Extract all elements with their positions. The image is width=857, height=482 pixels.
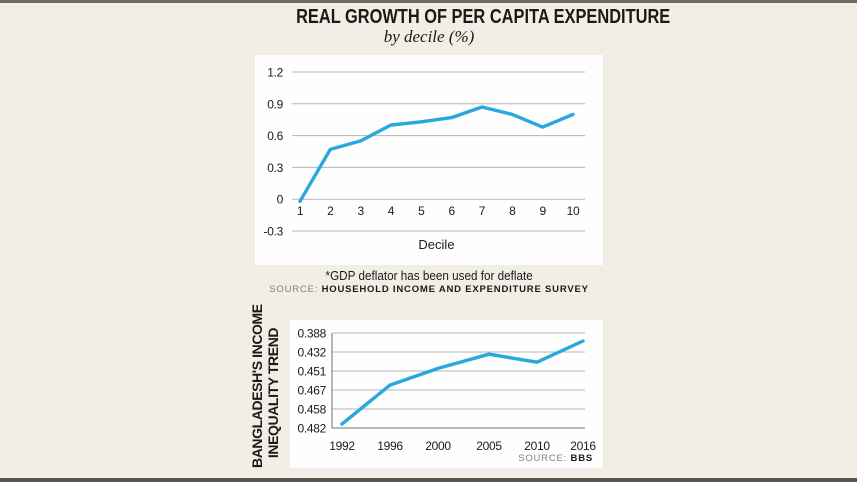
svg-text:0.432: 0.432 bbox=[297, 346, 326, 360]
svg-text:0.458: 0.458 bbox=[297, 403, 326, 417]
page-subtitle: by decile (%) bbox=[383, 27, 475, 46]
svg-text:2: 2 bbox=[327, 204, 334, 218]
inequality-chart-title: BANGLADESH'S INCOME INEQUALITY TREND bbox=[249, 304, 287, 468]
source-label: SOURCE: bbox=[269, 284, 319, 295]
page-title: REAL GROWTH OF PER CAPITA EXPENDITURE bbox=[255, 6, 670, 29]
source-label: SOURCE: bbox=[518, 453, 568, 464]
svg-text:0.9: 0.9 bbox=[267, 97, 283, 111]
inequality-chart-title-line1: BANGLADESH'S INCOME bbox=[249, 304, 265, 468]
svg-text:0.482: 0.482 bbox=[297, 422, 326, 436]
svg-text:3: 3 bbox=[357, 204, 364, 218]
svg-text:7: 7 bbox=[479, 204, 486, 218]
svg-text:0.388: 0.388 bbox=[297, 327, 326, 341]
svg-text:1992: 1992 bbox=[329, 439, 355, 453]
inequality-chart-title-line2: INEQUALITY TREND bbox=[265, 327, 282, 459]
source-text: BBS bbox=[570, 453, 593, 464]
chart-note-text: *GDP deflator has been used for deflate bbox=[325, 268, 533, 283]
svg-text:0.3: 0.3 bbox=[267, 161, 283, 175]
svg-text:6: 6 bbox=[448, 204, 455, 218]
bottom-edge-bar bbox=[0, 478, 857, 482]
top-edge-bar bbox=[0, 0, 857, 3]
inequality-chart-side-label-wrap: BANGLADESH'S INCOME INEQUALITY TREND bbox=[249, 304, 289, 468]
svg-text:1996: 1996 bbox=[377, 439, 403, 453]
svg-text:2010: 2010 bbox=[524, 439, 550, 453]
chart-note: *GDP deflator has been used for deflate bbox=[255, 268, 603, 283]
svg-text:1: 1 bbox=[297, 204, 304, 218]
svg-text:2000: 2000 bbox=[425, 439, 451, 453]
svg-text:Decile: Decile bbox=[418, 237, 454, 252]
svg-text:9: 9 bbox=[539, 204, 546, 218]
svg-text:2005: 2005 bbox=[476, 439, 502, 453]
decile-chart-source: SOURCE: HOUSEHOLD INCOME AND EXPENDITURE… bbox=[255, 284, 603, 295]
svg-text:-0.3: -0.3 bbox=[264, 225, 284, 239]
page-title-text: REAL GROWTH OF PER CAPITA EXPENDITURE bbox=[296, 6, 671, 28]
decile-chart-svg: 1.2 0.9 0.6 0.3 0 -0.3 1 2 3 4 5 6 7 8 9 10 Decile bbox=[264, 66, 585, 252]
svg-text:0.451: 0.451 bbox=[297, 365, 326, 379]
svg-text:8: 8 bbox=[509, 204, 516, 218]
decile-chart-panel: 1.2 0.9 0.6 0.3 0 -0.3 1 2 3 4 5 6 7 8 9 10 Decile bbox=[255, 55, 603, 265]
svg-text:0: 0 bbox=[277, 193, 284, 207]
svg-text:2016: 2016 bbox=[570, 439, 596, 453]
svg-text:0.467: 0.467 bbox=[297, 384, 326, 398]
svg-text:1.2: 1.2 bbox=[267, 66, 283, 80]
svg-text:10: 10 bbox=[567, 204, 580, 218]
source-text: HOUSEHOLD INCOME AND EXPENDITURE SURVEY bbox=[321, 284, 589, 295]
inequality-chart-panel: 0.388 0.432 0.451 0.467 0.458 0.482 1992 1996 20… bbox=[290, 320, 603, 468]
svg-text:5: 5 bbox=[418, 204, 425, 218]
svg-text:4: 4 bbox=[388, 204, 395, 218]
inequality-chart-source: SOURCE: BBS bbox=[518, 453, 593, 464]
svg-text:0.6: 0.6 bbox=[267, 129, 283, 143]
